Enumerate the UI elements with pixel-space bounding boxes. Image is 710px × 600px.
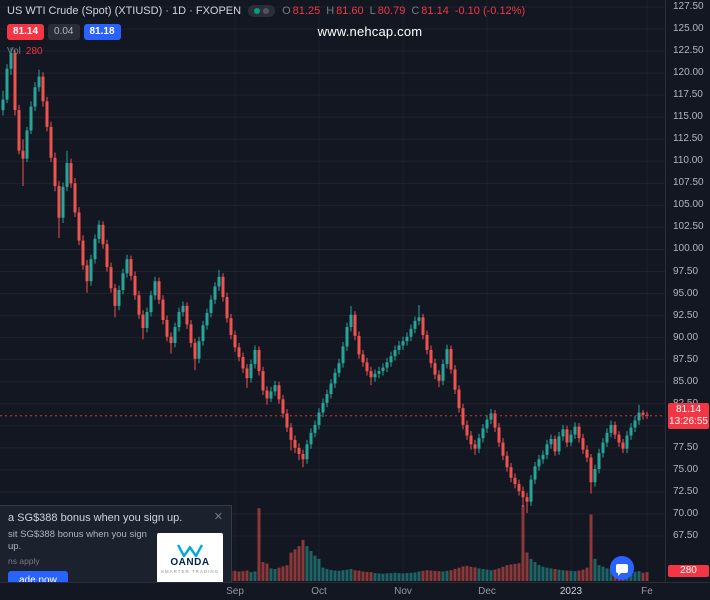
price-tick-label: 120.00 xyxy=(673,67,704,79)
price-tick-label: 70.00 xyxy=(673,507,699,519)
chart-legend: US WTI Crude (Spot) (XTIUSD) · 1D · FXOP… xyxy=(7,5,525,57)
low-value: 80.79 xyxy=(377,5,406,17)
price-tick-label: 122.50 xyxy=(673,45,704,57)
open-value: 81.25 xyxy=(292,5,321,17)
green-dot-icon xyxy=(254,8,261,14)
bar-countdown: 13:26:55 xyxy=(669,415,708,427)
time-tick-label: Oct xyxy=(311,586,327,597)
volume-label: Vol xyxy=(7,46,21,57)
price-tick-label: 97.50 xyxy=(673,265,699,277)
price-tick-label: 127.50 xyxy=(673,1,704,12)
time-tick-label: Fe xyxy=(641,586,653,597)
watermark-url: www.nehcap.com xyxy=(317,24,423,39)
gray-dot-icon xyxy=(263,8,270,14)
ad-headline: a SG$388 bonus when you sign up. xyxy=(8,512,183,524)
trade-now-button[interactable]: ade now xyxy=(8,570,68,582)
price-tick-label: 72.50 xyxy=(673,485,699,497)
open-label: O xyxy=(282,5,291,17)
oanda-brand-name: OANDA xyxy=(170,556,210,568)
volume-readout: Vol 280 xyxy=(7,46,525,57)
ad-terms-text: ns apply xyxy=(8,555,40,566)
ad-body-text: sit SG$388 bonus when you sign up. xyxy=(8,529,147,553)
price-tick-label: 75.00 xyxy=(673,463,699,475)
oanda-tagline: SMARTER TRADING xyxy=(160,568,220,574)
time-tick-label: 2023 xyxy=(559,586,583,597)
last-price-value: 81.14 xyxy=(675,403,702,415)
price-tick-label: 87.50 xyxy=(673,353,699,365)
price-tick-label: 115.00 xyxy=(673,111,703,123)
price-tick-label: 92.50 xyxy=(673,309,699,321)
ohlc-readout: O 81.25 H 81.60 L 80.79 C 81.14 -0.10 (-… xyxy=(282,5,525,17)
spread-badge: 0.04 xyxy=(48,24,80,40)
price-tick-label: 110.00 xyxy=(673,155,703,167)
price-tick-label: 112.50 xyxy=(673,133,703,145)
oanda-logo[interactable]: OANDA SMARTER TRADING xyxy=(157,533,223,582)
last-price-badge: 81.14 13:26:55 xyxy=(668,402,709,429)
close-icon[interactable]: ✕ xyxy=(213,511,223,523)
chart-plot-area[interactable]: www.nehcap.com US WTI Crude (Spot) (XTIU… xyxy=(0,0,665,582)
change-value: -0.10 (-0.12%) xyxy=(454,5,526,17)
candlestick-chart[interactable] xyxy=(0,0,665,582)
volume-value: 280 xyxy=(25,46,43,57)
close-value: 81.14 xyxy=(421,5,449,17)
chat-bubble-glyph xyxy=(616,563,628,576)
chat-bubble-icon[interactable] xyxy=(610,556,634,580)
price-tick-label: 85.00 xyxy=(673,375,699,387)
time-axis[interactable]: Sep Oct Nov Dec 2023 Fe xyxy=(0,582,710,600)
price-axis[interactable]: 81.14 13:26:55 280 127.50 125.00 122.50 120… xyxy=(665,0,710,582)
price-tick-label: 95.00 xyxy=(673,287,699,299)
price-tick-label: 90.00 xyxy=(673,331,699,343)
series-visibility-toggle[interactable] xyxy=(248,5,276,17)
price-tick-label: 117.50 xyxy=(673,89,703,101)
volume-axis-badge: 280 xyxy=(668,565,709,577)
oanda-mark-icon xyxy=(177,544,203,557)
price-tick-label: 107.50 xyxy=(673,177,704,189)
high-value: 81.60 xyxy=(336,5,364,17)
price-tick-label: 67.50 xyxy=(673,530,699,541)
price-tick-label: 77.50 xyxy=(673,441,699,453)
high-label: H xyxy=(326,5,335,17)
price-tick-label: 105.00 xyxy=(673,199,704,211)
ad-banner[interactable]: a SG$388 bonus when you sign up. ✕ sit S… xyxy=(0,505,232,582)
price-tick-label: 102.50 xyxy=(673,221,704,233)
buy-price-button[interactable]: 81.18 xyxy=(83,24,121,40)
price-tick-label: 125.00 xyxy=(673,23,704,35)
time-tick-label: Sep xyxy=(226,586,244,597)
low-label: L xyxy=(369,5,376,17)
close-label: C xyxy=(411,5,420,17)
time-tick-label: Nov xyxy=(394,586,412,597)
sell-price-button[interactable]: 81.14 xyxy=(7,24,45,40)
time-tick-label: Dec xyxy=(478,586,496,597)
price-tick-label: 100.00 xyxy=(673,243,704,255)
symbol-title[interactable]: US WTI Crude (Spot) (XTIUSD) · 1D · FXOP… xyxy=(7,5,242,17)
